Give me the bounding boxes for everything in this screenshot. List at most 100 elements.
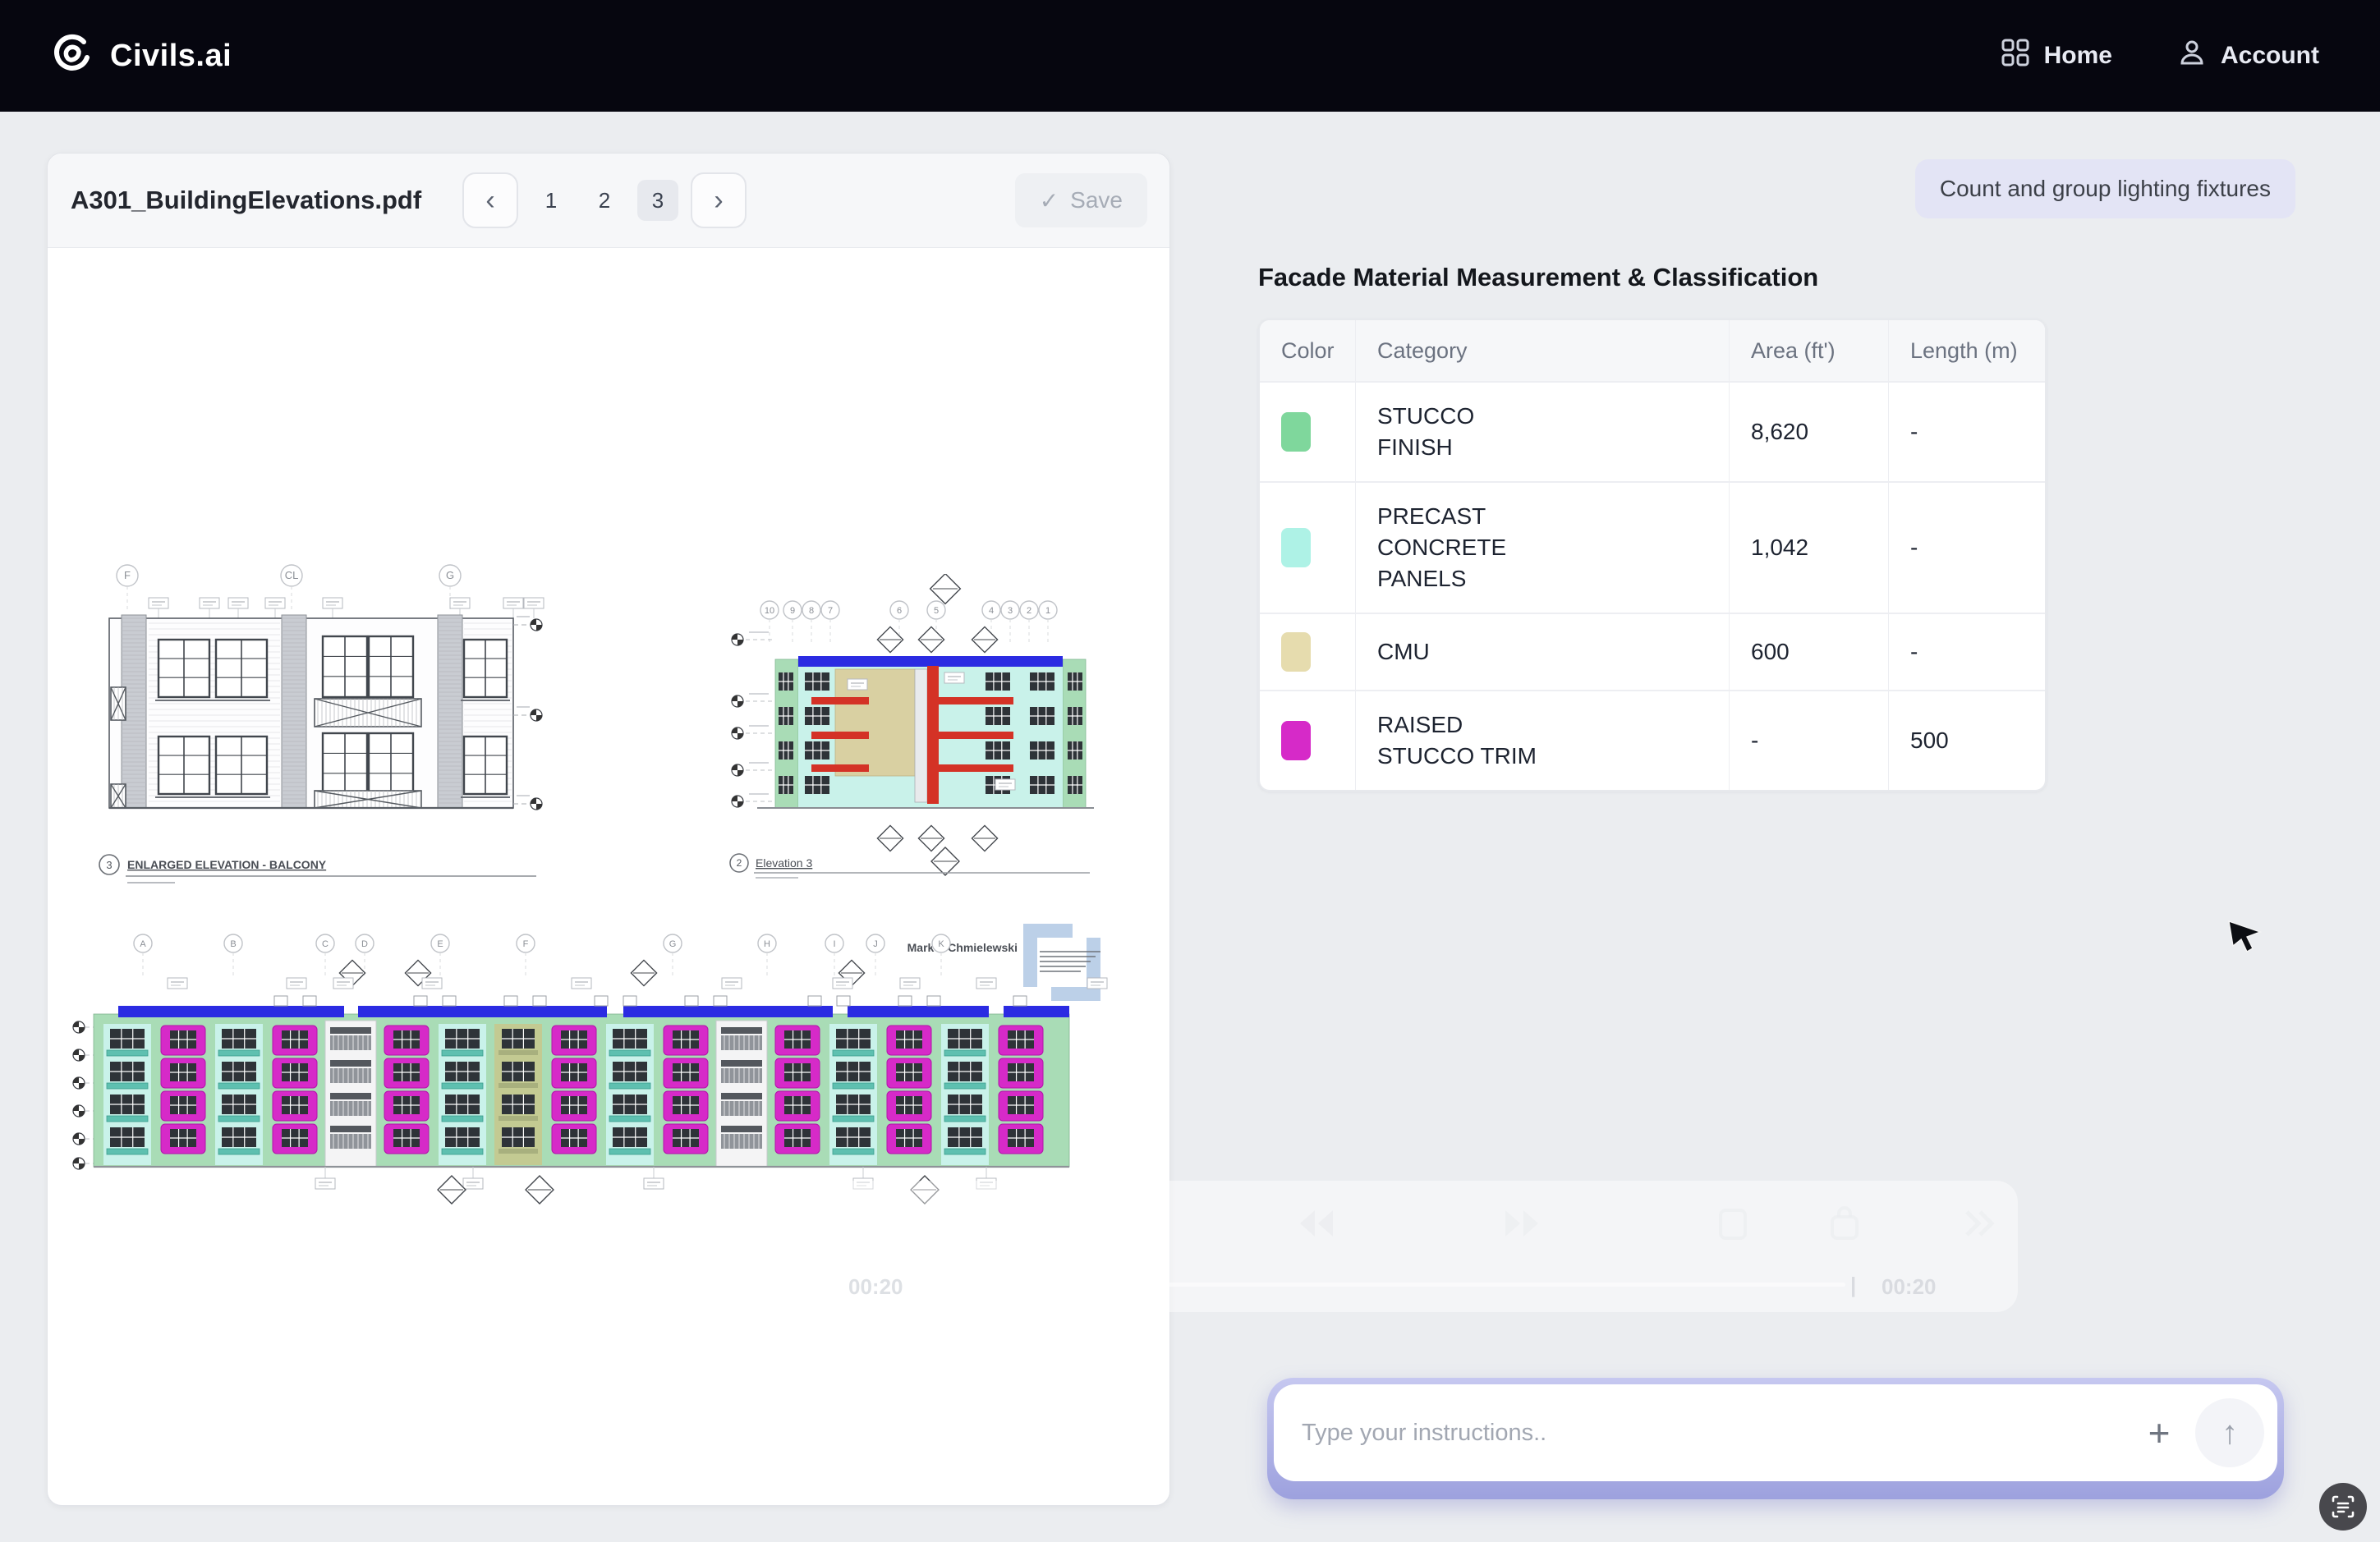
color-cell [1260, 691, 1355, 790]
svg-text:7: 7 [828, 606, 833, 616]
category-cell: CMU [1355, 614, 1729, 690]
column-header: Color [1281, 338, 1335, 363]
svg-text:2: 2 [737, 857, 742, 869]
svg-text:K: K [938, 939, 944, 949]
page-button-1[interactable]: 1 [544, 187, 558, 213]
page-button-2[interactable]: 2 [598, 187, 611, 213]
svg-text:J: J [873, 939, 878, 949]
send-button[interactable]: ↑ [2195, 1398, 2264, 1467]
forward-icon[interactable] [1499, 1205, 1545, 1246]
pdf-toolbar: A301_BuildingElevations.pdf ‹ 1 2 3 › ✓ Save [48, 154, 1169, 248]
nav-account-label: Account [2221, 42, 2319, 69]
elapsed-time: 00:20 [848, 1274, 903, 1299]
pdf-filename: A301_BuildingElevations.pdf [71, 186, 422, 214]
svg-text:3: 3 [1008, 606, 1013, 616]
svg-text:1: 1 [1045, 606, 1050, 616]
svg-text:CL: CL [285, 569, 299, 581]
table-title: Facade Material Measurement & Classifica… [1258, 263, 1819, 291]
svg-text:8: 8 [809, 606, 814, 616]
video-player-overlay: 00:20 | 00:20 [817, 1181, 2018, 1312]
play-icon[interactable] [1392, 1205, 1431, 1246]
svg-text:C: C [322, 939, 329, 949]
next-page-button[interactable]: › [691, 172, 747, 228]
svg-text:Elevation 3: Elevation 3 [756, 856, 812, 870]
area-cell: - [1729, 691, 1888, 790]
color-swatch [1281, 412, 1311, 452]
nav-home-label: Home [2043, 42, 2112, 69]
svg-text:I: I [833, 939, 835, 949]
svg-text:D: D [361, 939, 368, 949]
nav-account[interactable]: Account [2176, 37, 2319, 75]
pdf-viewer-card: A301_BuildingElevations.pdf ‹ 1 2 3 › ✓ Save… [47, 153, 1170, 1506]
total-time: 00:20 [1881, 1274, 1937, 1299]
nav-links: Home Account [2000, 37, 2319, 75]
prev-page-button[interactable]: ‹ [462, 172, 518, 228]
svg-text:H: H [764, 939, 770, 949]
area-cell: 600 [1729, 614, 1888, 690]
elevation-3-drawing: 10 9 8 7 6 5 4 3 2 1 2 Elevation 3 [724, 572, 1101, 879]
svg-text:2: 2 [1027, 606, 1031, 616]
area-cell: 8,620 [1729, 383, 1888, 481]
color-cell [1260, 614, 1355, 690]
color-cell [1260, 383, 1355, 481]
color-cell [1260, 483, 1355, 613]
elevation-balcony-drawing: F CL G 3 ENLARGED ELEVATION - BALCONY [76, 564, 547, 893]
svg-text:E: E [437, 939, 443, 949]
svg-text:10: 10 [765, 606, 774, 616]
svg-text:G: G [446, 569, 454, 581]
svg-text:F: F [523, 939, 529, 949]
category-cell: RAISED STUCCO TRIM [1355, 691, 1729, 790]
svg-text:F: F [124, 569, 131, 581]
color-swatch [1281, 632, 1311, 672]
svg-text:Mark A Chmielewski: Mark A Chmielewski [907, 941, 1018, 954]
svg-text:G: G [669, 939, 677, 949]
table-row: PRECAST CONCRETE PANELS 1,042 - [1260, 481, 2045, 613]
grid-icon [2000, 37, 2031, 75]
chat-inner: + ↑ [1274, 1384, 2277, 1481]
progress-bar[interactable] [978, 1283, 1845, 1287]
rewind-icon[interactable] [1293, 1205, 1339, 1246]
nav-home[interactable]: Home [2000, 37, 2112, 75]
screen-capture-fab[interactable] [2319, 1483, 2367, 1531]
category-cell: STUCCO FINISH [1355, 383, 1729, 481]
table-row: CMU 600 - [1260, 613, 2045, 690]
length-cell: 500 [1888, 691, 2045, 790]
column-header: Length (m) [1888, 320, 2045, 381]
svg-text:9: 9 [790, 606, 795, 616]
attach-button[interactable]: + [2148, 1411, 2171, 1454]
color-swatch [1281, 721, 1311, 760]
mouse-cursor [2227, 918, 2265, 960]
page-button-3[interactable]: 3 [637, 180, 678, 221]
area-cell: 1,042 [1729, 483, 1888, 613]
length-cell: - [1888, 614, 2045, 690]
table-row: STUCCO FINISH 8,620 - [1260, 381, 2045, 481]
next-chapter-icon[interactable] [1960, 1205, 1998, 1246]
suggestion-chip[interactable]: Count and group lighting fixtures [1914, 159, 2295, 218]
color-swatch [1281, 528, 1311, 567]
svg-text:6: 6 [897, 606, 902, 616]
column-header: Area (ft') [1729, 320, 1888, 381]
user-icon [2176, 37, 2208, 75]
civils-logo-icon [51, 32, 95, 80]
svg-text:B: B [230, 939, 236, 949]
brand-name: Civils.ai [110, 38, 232, 73]
svg-text:ENLARGED ELEVATION - BALCONY: ENLARGED ELEVATION - BALCONY [127, 858, 327, 871]
svg-text:3: 3 [106, 859, 112, 871]
time-divider: | [1850, 1273, 1857, 1297]
length-cell: - [1888, 383, 2045, 481]
svg-text:5: 5 [934, 606, 939, 616]
brand-logo[interactable]: Civils.ai [51, 32, 232, 80]
column-header: Category [1355, 320, 1729, 381]
scan-text-icon [2332, 1495, 2355, 1518]
arrow-up-icon: ↑ [2221, 1414, 2238, 1451]
table-header-row: Color Category Area (ft') Length (m) [1260, 320, 2045, 381]
save-button[interactable]: ✓ Save [1014, 173, 1147, 227]
page-navigation: ‹ 1 2 3 › [462, 154, 747, 247]
category-cell: PRECAST CONCRETE PANELS [1355, 483, 1729, 613]
lock-icon[interactable] [1826, 1205, 1863, 1247]
pip-icon[interactable] [1714, 1205, 1752, 1247]
overall-elevation-drawing: Mark A Chmielewski A B C D E F G H I J K [69, 919, 1147, 1208]
top-navbar: Civils.ai Home Account [0, 0, 2380, 112]
instructions-input[interactable] [1274, 1418, 2134, 1448]
